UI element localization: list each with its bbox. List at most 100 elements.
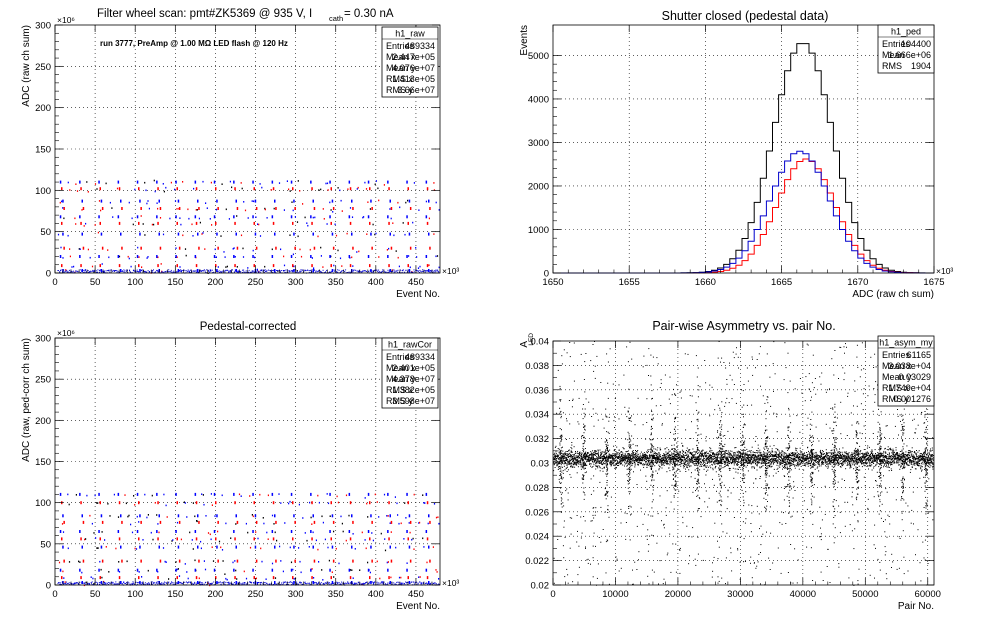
data-point — [123, 271, 125, 273]
data-point — [98, 180, 100, 184]
data-point — [748, 461, 749, 463]
data-point — [416, 270, 418, 272]
data-point — [422, 537, 424, 540]
data-point — [220, 583, 222, 585]
data-point — [187, 577, 189, 580]
data-point — [58, 561, 61, 564]
data-point — [137, 246, 139, 249]
data-point — [743, 453, 745, 455]
data-point — [179, 217, 181, 219]
data-point — [631, 465, 633, 467]
data-point — [118, 576, 121, 580]
data-point — [703, 461, 705, 463]
data-point — [232, 583, 234, 585]
data-point — [588, 459, 590, 461]
data-point — [398, 584, 400, 585]
data-point — [98, 271, 100, 273]
data-point — [130, 523, 132, 526]
data-point — [283, 270, 284, 271]
data-point — [260, 581, 262, 583]
data-point — [727, 452, 729, 454]
data-point — [288, 270, 290, 272]
data-point — [584, 463, 586, 465]
data-point — [420, 270, 422, 272]
data-point — [381, 271, 382, 273]
data-point — [659, 447, 661, 449]
data-point — [604, 454, 606, 455]
data-point — [230, 271, 231, 273]
data-point — [88, 272, 90, 273]
data-point — [573, 457, 575, 459]
data-point — [726, 459, 727, 461]
data-point — [217, 530, 219, 533]
data-point — [607, 459, 609, 461]
data-point — [206, 207, 208, 209]
data-point — [195, 271, 197, 273]
data-point — [244, 582, 246, 583]
y-tick-label: 5000 — [528, 51, 549, 62]
data-point — [234, 221, 236, 225]
data-point — [236, 520, 239, 524]
data-point — [726, 457, 728, 459]
data-point — [79, 269, 81, 271]
data-point — [272, 221, 275, 225]
data-point — [388, 187, 390, 191]
data-point — [365, 582, 366, 584]
x-tick-label: 100 — [127, 277, 143, 288]
data-point — [130, 271, 131, 273]
data-point — [611, 461, 613, 463]
data-point — [113, 270, 115, 271]
data-point — [147, 200, 149, 202]
data-point — [236, 266, 238, 268]
data-point — [591, 455, 593, 457]
data-point — [428, 269, 430, 272]
data-point — [670, 462, 672, 464]
data-point — [665, 451, 667, 453]
data-point — [69, 189, 71, 191]
data-point — [706, 470, 707, 472]
data-point — [325, 582, 327, 584]
data-point — [210, 583, 212, 585]
data-point — [266, 269, 268, 271]
data-point — [711, 463, 713, 465]
data-point — [666, 452, 668, 454]
data-point — [164, 271, 166, 273]
data-point — [403, 538, 405, 540]
data-point — [197, 232, 199, 236]
data-point — [311, 264, 313, 268]
data-point — [249, 581, 250, 583]
data-point — [173, 584, 175, 586]
data-point — [621, 456, 623, 457]
data-point — [326, 493, 328, 495]
data-point — [709, 459, 711, 461]
data-point — [198, 217, 200, 220]
data-point — [179, 270, 180, 271]
data-point — [100, 269, 103, 272]
data-point — [438, 270, 440, 272]
data-point — [158, 545, 160, 549]
data-point — [756, 465, 758, 467]
data-point — [721, 460, 723, 462]
data-point — [180, 270, 182, 272]
data-point — [716, 460, 718, 462]
data-point — [175, 561, 177, 563]
data-point — [662, 456, 664, 458]
data-point — [178, 246, 181, 250]
data-point — [61, 264, 63, 268]
data-point — [613, 450, 615, 452]
data-point — [160, 583, 162, 585]
data-point — [406, 255, 408, 258]
data-point — [683, 451, 685, 453]
data-point — [90, 270, 92, 272]
data-point — [736, 458, 738, 460]
data-point — [384, 271, 386, 273]
data-point — [81, 581, 83, 584]
data-point — [668, 458, 670, 460]
data-point — [183, 501, 185, 503]
data-point — [639, 458, 641, 460]
data-point — [614, 457, 616, 459]
data-point — [656, 454, 658, 456]
data-point — [587, 452, 589, 454]
data-point — [746, 464, 748, 466]
data-point — [427, 522, 429, 525]
